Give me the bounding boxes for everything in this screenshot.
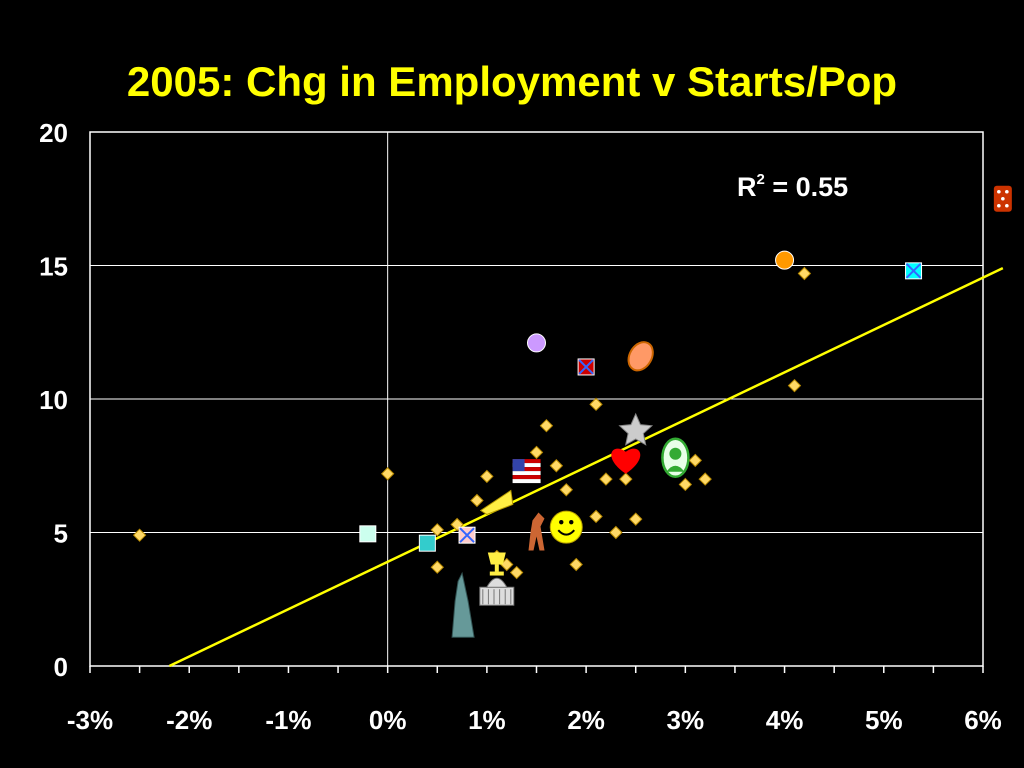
x-tick-label: 5% [865, 705, 903, 735]
x-tick-label: 0% [369, 705, 407, 735]
horse-icon [528, 512, 545, 551]
data-point [797, 266, 812, 281]
circle-icon [775, 250, 795, 270]
x-axis: -3% -2% -1% 0% 1% 2% 3% 4% 5% 6% [67, 666, 1002, 735]
data-point [509, 565, 524, 580]
data-point [430, 523, 444, 537]
square-icon [359, 525, 377, 543]
x-square-icon [577, 358, 595, 376]
data-point [629, 512, 643, 526]
chart-title: 2005: Chg in Employment v Starts/Pop [126, 58, 898, 105]
grid-lines [90, 132, 983, 666]
x-tick-label: -2% [166, 705, 212, 735]
y-axis: 0 5 10 15 20 [39, 118, 68, 682]
x-tick-label: 6% [964, 705, 1002, 735]
data-point [678, 477, 693, 492]
data-point [430, 560, 444, 574]
data-point [609, 525, 623, 540]
trend-line [168, 267, 1004, 668]
trophy-icon [487, 552, 506, 576]
data-point [539, 418, 554, 433]
data-point [569, 557, 583, 572]
x-square-icon [458, 526, 476, 544]
capitol-icon [479, 577, 515, 606]
y-tick-label: 5 [54, 519, 68, 549]
smiley-icon [549, 510, 583, 544]
x-tick-label: 3% [667, 705, 705, 735]
data-point [787, 378, 802, 393]
data-point [589, 397, 603, 412]
r-squared-label: R2 = 0.55 [737, 171, 849, 202]
data-point [698, 472, 712, 486]
dice-icon [993, 185, 1012, 212]
x-tick-label: 4% [766, 705, 804, 735]
data-point [549, 459, 564, 473]
washington-icon [661, 437, 690, 478]
y-tick-label: 20 [39, 118, 68, 148]
data-point [619, 472, 633, 486]
x-tick-label: -1% [265, 705, 311, 735]
data-point [132, 528, 147, 542]
data-point [480, 469, 494, 484]
data-point [589, 509, 603, 524]
flag-icon [512, 459, 541, 484]
x-tick-label: 1% [468, 705, 506, 735]
square-icon [418, 534, 436, 552]
x-tick-label: -3% [67, 705, 113, 735]
star-icon [618, 412, 654, 446]
liberty-icon [451, 571, 475, 638]
data-point [599, 472, 613, 486]
data-point [470, 493, 484, 508]
data-point [529, 445, 544, 460]
y-tick-label: 0 [54, 652, 68, 682]
y-tick-label: 10 [39, 385, 68, 415]
data-point [688, 453, 702, 468]
icon-markers [359, 185, 1012, 638]
x-tick-label: 2% [567, 705, 605, 735]
circle-icon [527, 333, 546, 353]
y-tick-label: 15 [39, 252, 68, 282]
data-point [380, 467, 395, 481]
x-square-icon [905, 262, 923, 280]
data-points [132, 266, 812, 580]
cheese-icon [479, 489, 514, 516]
data-point [559, 483, 573, 497]
heart-icon [611, 448, 641, 474]
seashell-icon [627, 341, 654, 372]
